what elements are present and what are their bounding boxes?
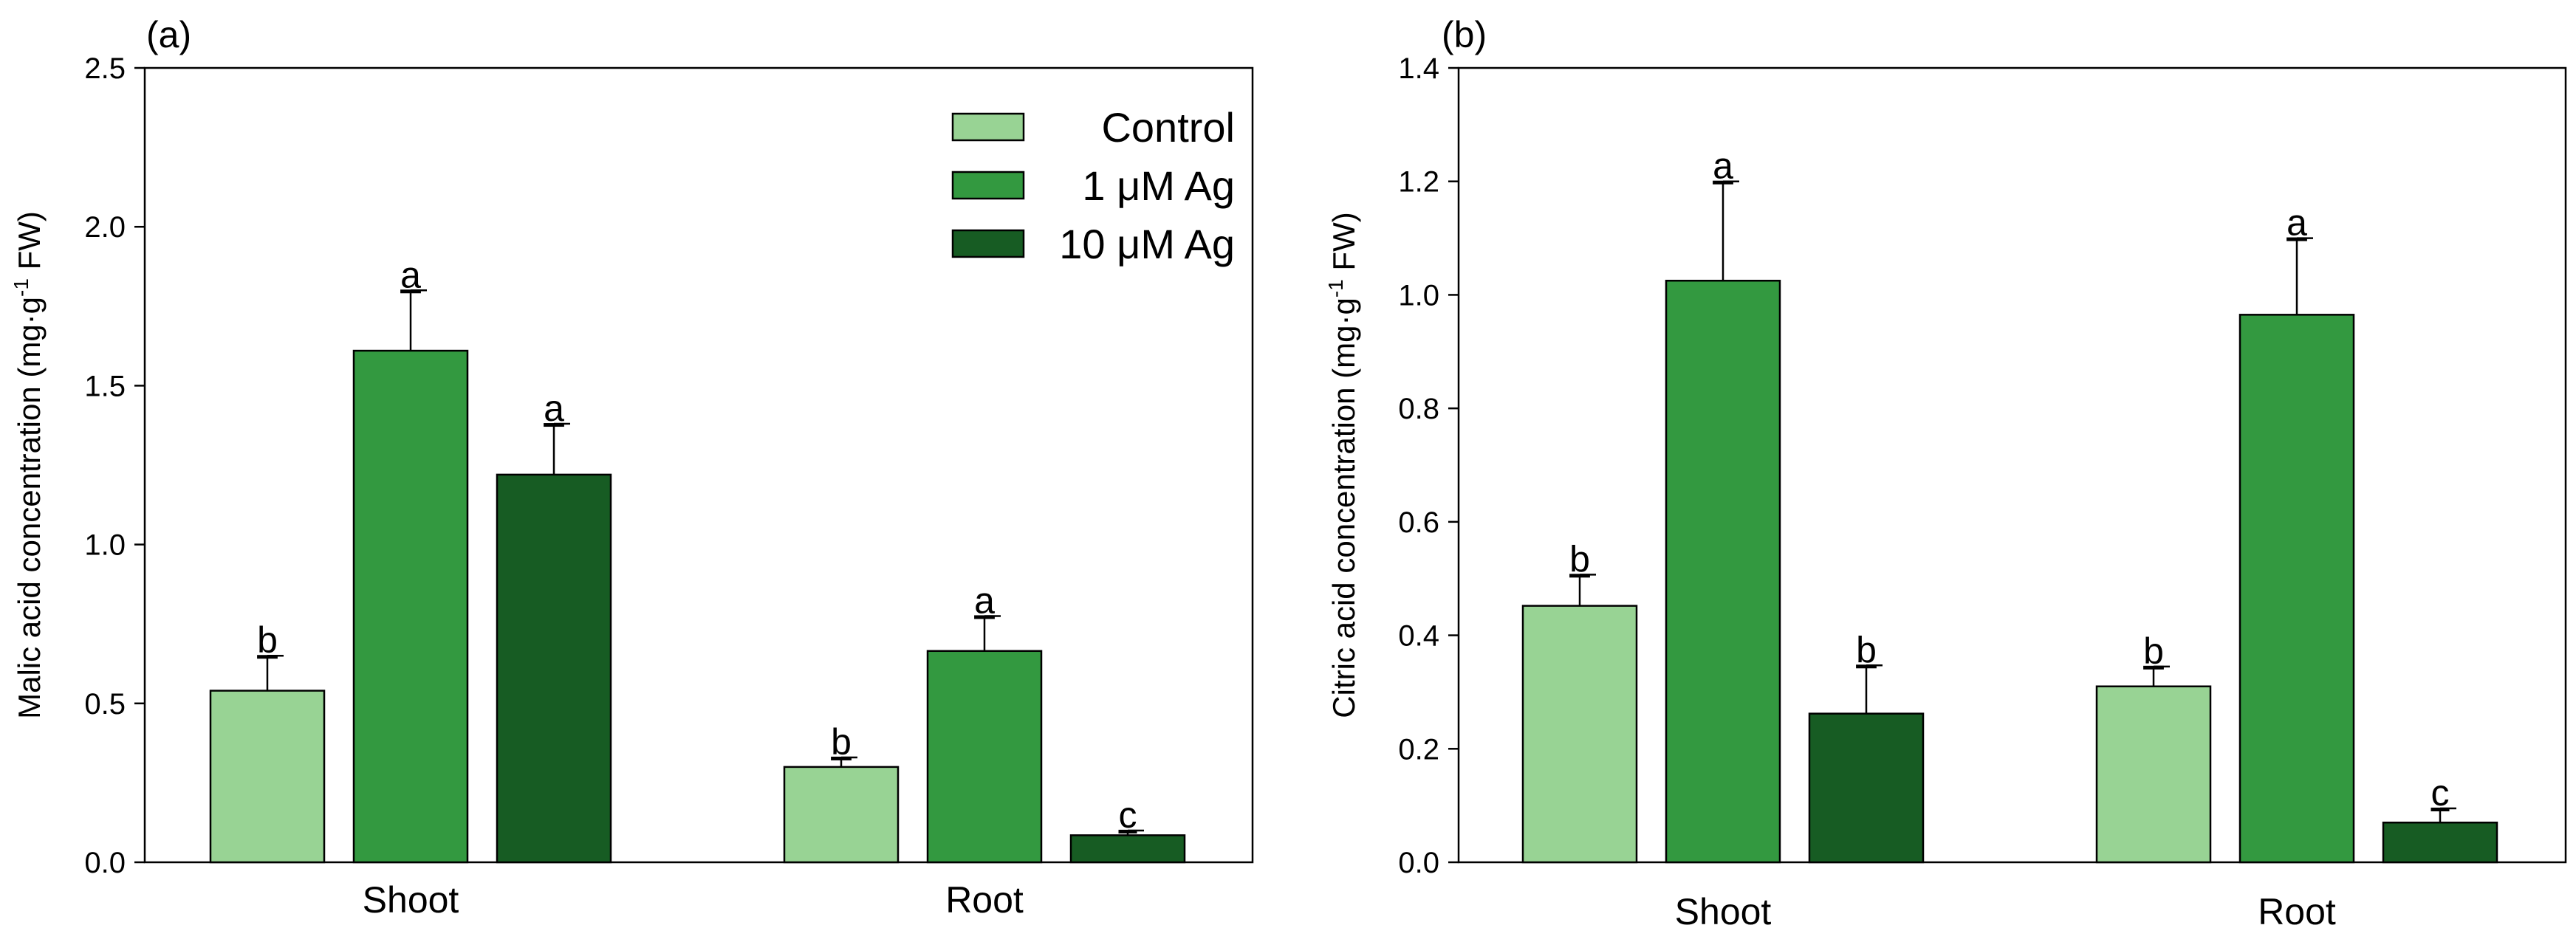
- plot-frame: [143, 66, 1254, 864]
- y-tick-label: 0.0: [84, 847, 126, 879]
- bar: [1808, 712, 1925, 864]
- y-tick-label: 1.5: [84, 370, 126, 402]
- bar: [1521, 605, 1638, 864]
- significance-letter: c: [2431, 772, 2450, 814]
- legend-swatch: [951, 171, 1025, 200]
- legend-label: Control: [1101, 104, 1235, 151]
- panel-a-malic-acid-chart: 0.0 0.5 1.0 1.5 2.0 2.5 Malic acid concentrati…: [10, 14, 1254, 921]
- y-tick-label: 1.4: [1398, 52, 1439, 85]
- significance-letter: a: [400, 254, 421, 295]
- bar: [352, 349, 469, 864]
- y-tick-label: 0.5: [84, 688, 126, 721]
- y-axis-title: Citric acid concentration (mg·g-1 FW): [1324, 212, 1361, 718]
- significance-letter: a: [544, 388, 564, 429]
- y-tick-label: 0.0: [1398, 847, 1439, 879]
- bar: [1069, 834, 1186, 864]
- y-axis-title-main: Citric acid concentration (mg·g: [1326, 298, 1361, 718]
- significance-letter: a: [974, 580, 995, 621]
- significance-letter: b: [831, 721, 852, 763]
- bar: [1665, 279, 1781, 864]
- significance-letter: b: [1856, 629, 1877, 670]
- bar: [783, 766, 900, 864]
- bar: [2095, 685, 2212, 864]
- bar: [2382, 821, 2498, 864]
- panel-b-citric-acid-chart: 0.0 0.2 0.4 0.6 0.8 1.0 1.2 1.4 Citric acid conc…: [1324, 14, 2567, 932]
- panel-label: (b): [1442, 14, 1487, 55]
- y-axis-title: Malic acid concentration (mg·g-1 FW): [10, 211, 47, 719]
- significance-letter: b: [1569, 538, 1590, 580]
- significance-letter: b: [257, 619, 278, 661]
- y-axis-title-main: Malic acid concentration (mg·g: [12, 297, 47, 719]
- legend-swatch: [951, 229, 1025, 258]
- category-label: Shoot: [1675, 891, 1772, 932]
- bar: [496, 473, 612, 864]
- legend-label: 10 μM Ag: [1059, 221, 1235, 267]
- category-label: Shoot: [363, 879, 459, 921]
- significance-letter: b: [2143, 630, 2164, 672]
- y-tick-label: 0.2: [1398, 733, 1439, 766]
- category-label: Root: [945, 879, 1024, 921]
- bar: [209, 690, 326, 864]
- plot-frame: [1457, 66, 2567, 864]
- legend: Control 1 μM Ag 10 μM Ag: [951, 104, 1235, 267]
- y-axis-title-unit: FW): [1326, 212, 1361, 279]
- legend-label: 1 μM Ag: [1082, 162, 1235, 209]
- y-tick-label: 1.0: [1398, 279, 1439, 312]
- y-tick-label: 0.6: [1398, 506, 1439, 539]
- y-axis-title-superscript: -1: [10, 278, 32, 297]
- significance-letter: a: [2286, 202, 2307, 244]
- y-axis-title-unit: FW): [12, 211, 47, 278]
- category-label: Root: [2258, 891, 2336, 932]
- y-axis-title-superscript: -1: [1324, 279, 1347, 298]
- bar: [926, 650, 1043, 864]
- y-tick-label: 0.4: [1398, 620, 1439, 653]
- y-tick-label: 2.5: [84, 52, 126, 85]
- y-tick-label: 1.0: [84, 529, 126, 562]
- bar: [2238, 314, 2355, 864]
- significance-letter: a: [1713, 145, 1733, 187]
- y-tick-label: 2.0: [84, 211, 126, 244]
- legend-swatch: [951, 112, 1025, 142]
- significance-letter: c: [1119, 794, 1137, 836]
- y-tick-label: 0.8: [1398, 393, 1439, 425]
- panel-label: (a): [146, 14, 191, 55]
- y-tick-label: 1.2: [1398, 166, 1439, 199]
